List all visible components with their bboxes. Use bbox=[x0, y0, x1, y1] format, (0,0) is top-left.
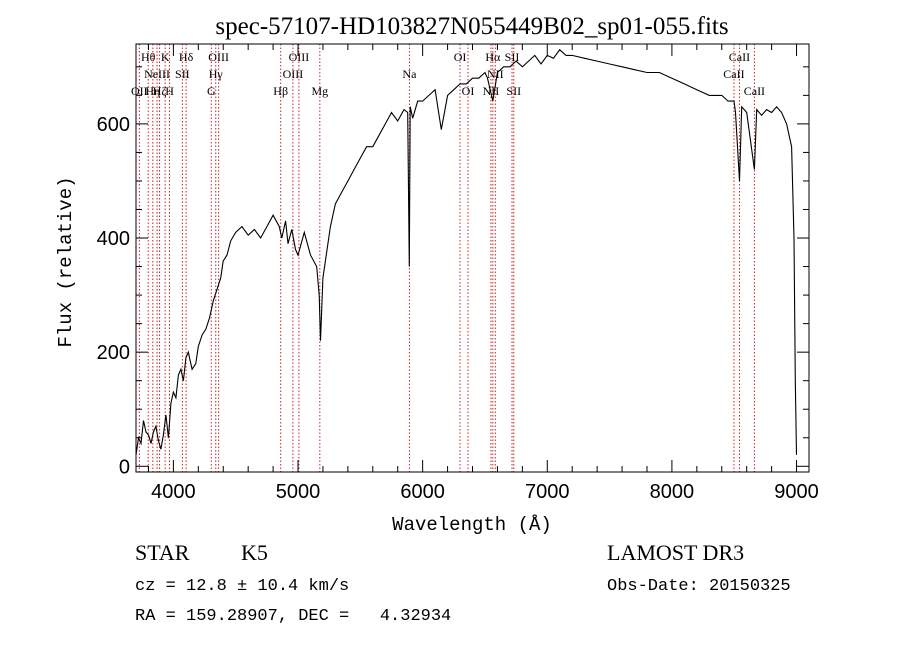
line-marker-label: SII bbox=[505, 50, 520, 64]
line-marker-label: OIII bbox=[208, 50, 229, 64]
line-marker-label: G bbox=[207, 84, 216, 98]
line-marker-label: Hθ bbox=[141, 50, 156, 64]
line-marker-label: H bbox=[165, 84, 174, 98]
line-marker-labels: OIIHθHηNeIIIHζKHSIIHδGHγOIIIHβOIIIOIIIMg… bbox=[131, 50, 765, 98]
coordinates: RA = 159.28907, DEC = 4.32934 bbox=[135, 607, 451, 626]
redshift-info: cz = 12.8 ± 10.4 km/s bbox=[135, 577, 349, 596]
x-axis-label: Wavelength (Å) bbox=[392, 514, 552, 536]
y-tick-label: 400 bbox=[97, 228, 130, 250]
line-marker-label: Hδ bbox=[179, 50, 194, 64]
observation-date: Obs-Date: 20150325 bbox=[607, 577, 791, 596]
y-tick-label: 600 bbox=[97, 114, 130, 136]
line-marker-label: OIII bbox=[289, 50, 310, 64]
x-tick-label: 4000 bbox=[151, 481, 196, 503]
line-marker-label: Na bbox=[402, 67, 417, 81]
object-class: STAR bbox=[135, 540, 190, 565]
plot-frame bbox=[135, 43, 810, 473]
line-marker-label: NeIII bbox=[144, 67, 170, 81]
x-tick-label: 5000 bbox=[276, 481, 321, 503]
x-tick-label: 9000 bbox=[774, 481, 819, 503]
line-marker-label: OII bbox=[131, 84, 148, 98]
line-marker-label: Hζ bbox=[153, 84, 167, 98]
y-tick-label: 0 bbox=[119, 456, 130, 478]
y-axis-label: Flux (relative) bbox=[55, 176, 77, 347]
line-marker-label: CaII bbox=[729, 50, 750, 64]
line-marker-label: OIII bbox=[283, 67, 304, 81]
line-marker-label: K bbox=[161, 50, 170, 64]
line-marker-label: OI bbox=[462, 84, 475, 98]
chart-title: spec-57107-HD103827N055449B02_sp01-055.f… bbox=[215, 13, 728, 40]
y-tick-labels: 0 200 400 600 bbox=[97, 114, 130, 478]
line-marker-label: Hγ bbox=[209, 67, 224, 81]
line-marker-label: CaII bbox=[744, 84, 765, 98]
line-marker-label: SII bbox=[175, 67, 190, 81]
y-tick-label: 200 bbox=[97, 342, 130, 364]
x-tick-label: 6000 bbox=[400, 481, 445, 503]
object-subclass: K5 bbox=[241, 540, 268, 565]
line-markers bbox=[138, 44, 755, 472]
x-tick-label: 7000 bbox=[525, 481, 570, 503]
line-marker-label: Hα bbox=[485, 50, 501, 64]
x-tick-labels: 4000 5000 6000 7000 8000 9000 bbox=[151, 481, 819, 503]
x-tick-label: 8000 bbox=[650, 481, 695, 503]
line-marker-label: CaII bbox=[723, 67, 744, 81]
spectrum-line bbox=[135, 48, 798, 455]
line-marker-label: OI bbox=[454, 50, 467, 64]
axes-ticks bbox=[136, 44, 809, 472]
line-marker-label: Hβ bbox=[273, 84, 288, 98]
line-marker-label: Hη bbox=[145, 84, 160, 98]
line-marker-label: SII bbox=[506, 84, 521, 98]
line-marker-label: Mg bbox=[311, 84, 328, 98]
survey-name: LAMOST DR3 bbox=[607, 540, 744, 565]
